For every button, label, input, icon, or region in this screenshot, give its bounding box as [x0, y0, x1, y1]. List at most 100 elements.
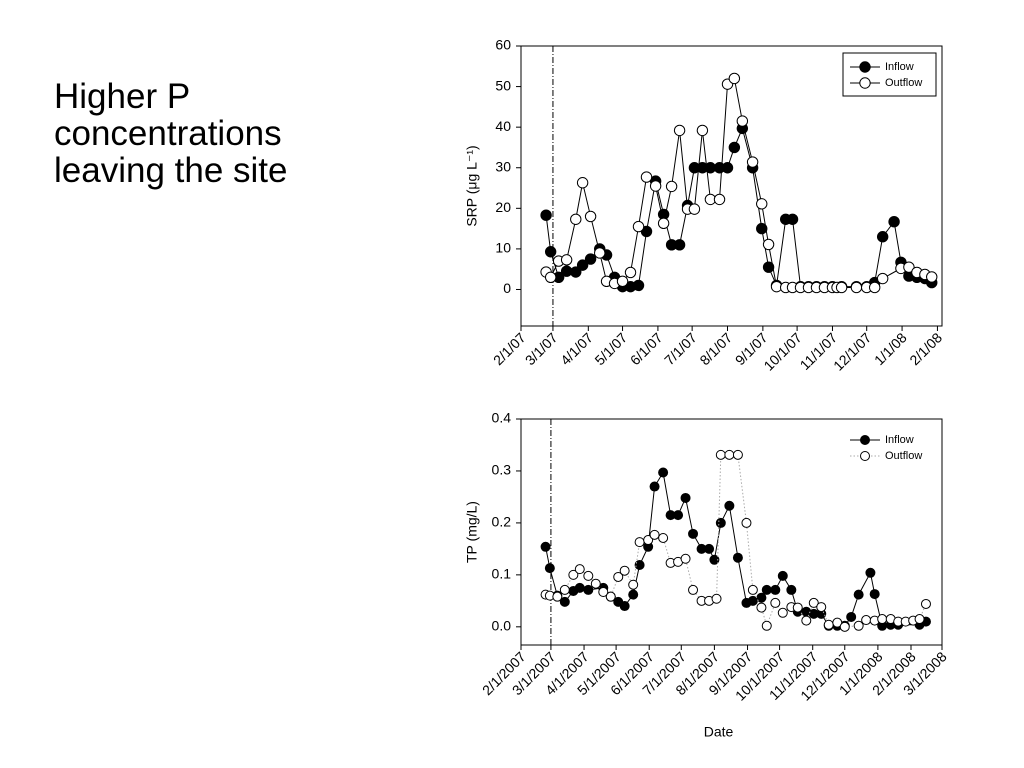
y-tick-label: 10: [495, 240, 511, 256]
data-point: [724, 500, 735, 511]
data-point: [643, 535, 654, 546]
data-point: [658, 467, 669, 478]
x-tick-label: 6/1/07: [627, 329, 666, 368]
slide-heading: Higher P concentrations leaving the site: [54, 78, 287, 189]
data-point: [640, 171, 653, 183]
data-point: [576, 177, 589, 189]
legend-marker: [859, 77, 871, 89]
heading-line: leaving the site: [54, 151, 288, 190]
data-point: [559, 596, 570, 607]
legend-marker: [860, 451, 870, 461]
data-point: [688, 203, 701, 215]
x-tick-label: 1/1/08: [871, 329, 910, 368]
data-point: [570, 266, 582, 278]
data-point: [853, 620, 864, 631]
data-point: [613, 571, 624, 582]
x-tick-label: 10/1/07: [760, 329, 804, 373]
data-point: [649, 529, 660, 540]
legend-label: Inflow: [885, 61, 914, 73]
y-tick-label: 40: [495, 118, 511, 134]
data-point: [823, 619, 834, 630]
data-point: [920, 598, 931, 609]
data-point: [777, 570, 788, 581]
data-point: [839, 621, 850, 632]
data-point: [732, 449, 743, 460]
data-point: [619, 601, 630, 612]
data-point: [770, 597, 781, 608]
heading-line: concentrations: [54, 114, 282, 153]
legend-marker: [860, 435, 870, 445]
y-tick-label: 0.1: [492, 566, 512, 582]
y-tick-label: 60: [495, 37, 511, 53]
x-tick-label: 2/1/07: [490, 329, 529, 368]
data-point: [590, 578, 601, 589]
data-point: [746, 156, 759, 168]
data-point: [673, 510, 684, 521]
data-point: [704, 543, 715, 554]
data-point: [649, 180, 662, 192]
data-point: [865, 567, 876, 578]
data-point: [598, 587, 609, 598]
data-point: [868, 281, 881, 294]
data-point: [832, 617, 843, 628]
legend-marker: [859, 61, 871, 73]
data-point: [786, 584, 797, 595]
data-point: [544, 246, 557, 258]
data-point: [624, 266, 637, 279]
data-point: [583, 570, 594, 581]
data-point: [762, 238, 775, 251]
data-point: [850, 281, 863, 294]
data-point: [544, 563, 555, 574]
data-point: [657, 217, 670, 230]
data-point: [777, 607, 788, 618]
data-point: [801, 615, 812, 626]
data-point: [732, 552, 743, 563]
plot-frame: [520, 418, 943, 646]
data-point: [877, 614, 888, 625]
data-point: [724, 449, 735, 460]
x-tick-label: 2/1/08: [906, 329, 945, 368]
y-axis-label: SRP (μg L⁻¹): [464, 145, 480, 226]
series-line: [545, 454, 927, 628]
data-point: [762, 261, 775, 273]
data-point: [736, 115, 749, 127]
y-tick-label: 20: [495, 199, 511, 215]
data-point: [584, 210, 597, 223]
data-point: [728, 141, 741, 154]
data-point: [574, 582, 585, 593]
plot-frame: [520, 45, 943, 327]
data-point: [584, 253, 597, 265]
data-point: [632, 279, 645, 292]
data-point: [570, 213, 582, 225]
data-point: [792, 602, 803, 613]
data-point: [728, 72, 741, 85]
data-point: [756, 222, 768, 235]
data-point: [649, 481, 660, 492]
data-point: [574, 564, 585, 575]
y-tick-label: 30: [495, 158, 511, 174]
data-point: [756, 602, 767, 613]
data-point: [808, 597, 819, 608]
data-point: [552, 591, 563, 602]
legend-label: Inflow: [885, 434, 914, 446]
data-point: [605, 591, 616, 602]
y-tick-label: 50: [495, 77, 511, 93]
y-tick-label: 0.2: [492, 514, 512, 530]
legend-box: [842, 52, 937, 97]
data-point: [713, 193, 726, 206]
data-point: [711, 593, 722, 604]
data-point: [628, 589, 639, 600]
data-point: [816, 602, 827, 613]
data-point: [715, 449, 726, 460]
data-point: [709, 554, 720, 565]
data-point: [846, 611, 857, 622]
data-point: [741, 517, 752, 528]
data-point: [583, 584, 594, 595]
series-line: [545, 126, 932, 288]
data-point: [634, 537, 645, 548]
data-point: [634, 559, 645, 570]
data-point: [665, 180, 678, 193]
x-tick-label: 12/1/07: [830, 329, 874, 373]
